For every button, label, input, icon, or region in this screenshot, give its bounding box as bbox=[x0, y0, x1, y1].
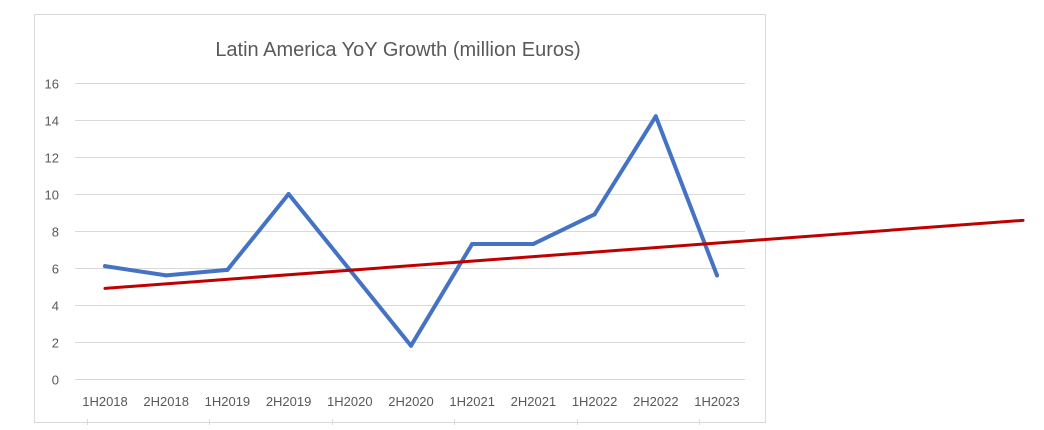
x-tick-label: 2H2019 bbox=[266, 394, 312, 409]
y-tick-label: 16 bbox=[45, 77, 59, 92]
y-tick-label: 0 bbox=[52, 373, 59, 388]
x-tick-label: 1H2022 bbox=[572, 394, 618, 409]
data-point bbox=[164, 273, 169, 278]
x-tick-label: 2H2020 bbox=[388, 394, 434, 409]
data-point bbox=[470, 241, 475, 246]
data-point bbox=[715, 273, 719, 278]
trendline-layer bbox=[103, 218, 1025, 290]
x-tick-label: 2H2021 bbox=[511, 394, 557, 409]
y-axis-ticks: 0 2 4 6 8 10 12 14 16 bbox=[45, 77, 59, 388]
data-point bbox=[103, 264, 107, 269]
y-tick-label: 14 bbox=[45, 114, 59, 129]
x-tick-label: 1H2018 bbox=[82, 394, 128, 409]
data-point bbox=[653, 114, 658, 119]
x-tick-label: 2H2022 bbox=[633, 394, 679, 409]
data-point bbox=[286, 192, 291, 196]
data-point bbox=[592, 212, 597, 217]
y-tick-label: 2 bbox=[52, 336, 59, 351]
chart-title: Latin America YoY Growth (million Euros) bbox=[215, 39, 580, 61]
y-tick-label: 4 bbox=[52, 299, 59, 314]
x-tick-label: 2H2018 bbox=[143, 394, 189, 409]
x-tick-label: 1H2023 bbox=[694, 394, 740, 409]
x-axis-ticks: 1H2018 2H2018 1H2019 2H2019 1H2020 2H2020 1H20… bbox=[82, 394, 740, 409]
gridlines bbox=[75, 83, 745, 425]
trendline bbox=[103, 218, 1025, 290]
data-point bbox=[225, 267, 230, 272]
data-point bbox=[409, 343, 413, 348]
y-tick-label: 10 bbox=[45, 188, 59, 203]
x-tick-label: 1H2019 bbox=[205, 394, 251, 409]
x-tick-label: 1H2020 bbox=[327, 394, 373, 409]
chart-area-border bbox=[34, 14, 766, 423]
data-point bbox=[531, 241, 536, 246]
x-tick-label: 1H2021 bbox=[449, 394, 495, 409]
y-tick-label: 8 bbox=[52, 225, 59, 240]
y-tick-label: 6 bbox=[52, 262, 59, 277]
y-tick-label: 12 bbox=[45, 151, 59, 166]
